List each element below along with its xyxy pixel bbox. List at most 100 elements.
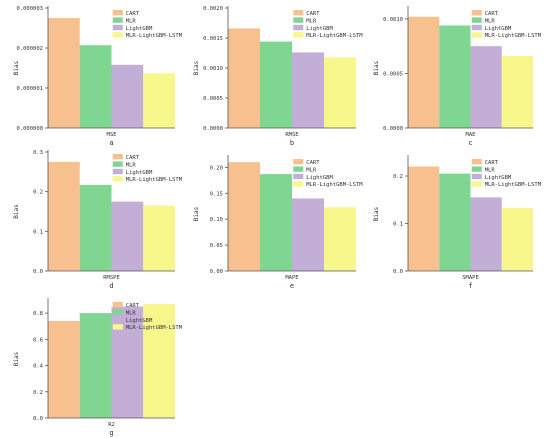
- legend-swatch-a-mlr: [112, 17, 123, 23]
- panel-label-e: e: [290, 282, 294, 290]
- bar-d-mlr: [79, 184, 112, 271]
- bar-f-mlr-lightgbm-lstm: [501, 207, 533, 271]
- legend-swatch-f-mlr-lightgbm-lstm: [471, 181, 482, 187]
- legend-swatch-g-mlr: [112, 309, 123, 315]
- legend-swatch-e-mlr: [293, 166, 304, 172]
- legend-label-a-cart: CART: [126, 11, 140, 17]
- x-axis-label-a: MSE: [107, 132, 117, 138]
- legend-label-c-lightgbm: LightGBM: [485, 26, 512, 32]
- legend-label-f-mlr-lightgbm-lstm: MLR-LightGBM-LSTM: [485, 182, 542, 188]
- legend-label-c-mlr: MLR: [485, 18, 496, 24]
- bar-c-mlr: [439, 25, 471, 129]
- y-tick-label-d: 0.2: [33, 190, 43, 196]
- legend-label-f-cart: CART: [485, 160, 499, 166]
- y-tick-label-b: 0.0020: [203, 6, 223, 12]
- bar-g-mlr-lightgbm-lstm: [143, 303, 175, 418]
- x-axis-label-e: MAPE: [285, 275, 298, 281]
- y-tick-label-g: 0.4: [33, 364, 44, 370]
- x-axis-label-f: SMAPE: [462, 275, 479, 281]
- legend-swatch-a-lightgbm: [112, 24, 123, 31]
- bar-d-lightgbm: [111, 201, 144, 271]
- bar-a-mlr-lightgbm-lstm: [143, 73, 175, 128]
- legend-label-f-mlr: MLR: [485, 167, 496, 173]
- bar-e-mlr: [260, 174, 292, 271]
- bar-a-lightgbm: [111, 64, 144, 128]
- bar-a-cart: [48, 18, 80, 128]
- y-tick-label-c: 0.0010: [383, 17, 403, 23]
- bar-b-lightgbm: [292, 52, 324, 128]
- y-tick-label-b: 0.0000: [203, 126, 223, 132]
- y-tick-label-a: 0.000000: [17, 126, 44, 132]
- panel-label-a: a: [109, 139, 113, 147]
- legend-swatch-e-lightgbm: [293, 173, 304, 180]
- y-tick-label-g: 0.2: [33, 390, 43, 396]
- legend-swatch-e-mlr-lightgbm-lstm: [293, 181, 304, 187]
- bar-e-mlr-lightgbm-lstm: [324, 207, 356, 271]
- y-tick-label-e: 0.10: [210, 217, 223, 223]
- legend-label-d-mlr-lightgbm-lstm: MLR-LightGBM-LSTM: [126, 177, 183, 183]
- y-axis-label-c: Bias: [373, 60, 380, 75]
- legend-label-d-cart: CART: [126, 155, 140, 161]
- chart-panel-a: 0.000000 0.000001 0.000002 0.000003 Bias MSEa…: [13, 6, 183, 147]
- legend-label-d-mlr: MLR: [126, 162, 137, 168]
- legend-swatch-c-lightgbm: [471, 24, 482, 31]
- legend-swatch-b-cart: [293, 10, 304, 16]
- legend-label-a-mlr-lightgbm-lstm: MLR-LightGBM-LSTM: [126, 33, 183, 39]
- y-tick-label-a: 0.000003: [17, 6, 44, 12]
- bar-c-cart: [408, 16, 440, 128]
- legend-swatch-d-lightgbm: [112, 168, 123, 175]
- y-tick-label-b: 0.0015: [203, 36, 223, 42]
- y-tick-label-d: 0.0: [33, 269, 43, 275]
- y-tick-label-e: 0.15: [210, 191, 223, 197]
- y-tick-label-b: 0.0005: [203, 96, 223, 102]
- legend-swatch-e-cart: [293, 159, 304, 165]
- legend-swatch-c-mlr-lightgbm-lstm: [471, 32, 482, 38]
- bar-c-mlr-lightgbm-lstm: [501, 56, 533, 128]
- bar-d-mlr-lightgbm-lstm: [143, 205, 175, 271]
- y-axis-label-a: Bias: [13, 60, 20, 75]
- legend-label-b-mlr: MLR: [306, 18, 317, 24]
- bar-a-mlr: [79, 45, 112, 129]
- y-axis-label-e: Bias: [193, 206, 200, 221]
- y-axis-label-b: Bias: [193, 60, 200, 75]
- y-tick-label-b: 0.0010: [203, 66, 223, 72]
- y-tick-label-a: 0.000001: [17, 86, 44, 92]
- legend-swatch-f-lightgbm: [471, 173, 482, 180]
- y-tick-label-d: 0.1: [33, 229, 43, 235]
- legend-swatch-g-mlr-lightgbm-lstm: [112, 324, 123, 330]
- y-tick-label-e: 0.00: [210, 269, 223, 275]
- legend-swatch-d-cart: [112, 154, 123, 160]
- bar-d-cart: [48, 161, 80, 271]
- x-axis-label-b: RMSE: [285, 132, 298, 138]
- legend-label-e-lightgbm: LightGBM: [306, 175, 333, 181]
- bar-f-cart: [408, 166, 440, 271]
- legend-label-c-cart: CART: [485, 11, 499, 17]
- x-axis-label-c: MAE: [466, 132, 476, 138]
- legend-swatch-d-mlr: [112, 161, 123, 167]
- legend-swatch-b-lightgbm: [293, 24, 304, 31]
- legend-label-g-cart: CART: [126, 303, 140, 309]
- bar-b-mlr: [260, 41, 292, 128]
- legend-label-a-mlr: MLR: [126, 18, 137, 24]
- panel-label-b: b: [290, 139, 294, 147]
- legend-label-a-lightgbm: LightGBM: [126, 26, 153, 32]
- legend-label-e-mlr-lightgbm-lstm: MLR-LightGBM-LSTM: [306, 182, 363, 188]
- y-tick-label-c: 0.0000: [383, 126, 403, 132]
- legend-swatch-f-mlr: [471, 166, 482, 172]
- bar-b-cart: [228, 28, 260, 128]
- legend-label-b-mlr-lightgbm-lstm: MLR-LightGBM-LSTM: [306, 33, 363, 39]
- y-tick-label-f: 0.1: [393, 222, 403, 228]
- legend-swatch-g-cart: [112, 302, 123, 308]
- bar-b-mlr-lightgbm-lstm: [324, 57, 356, 129]
- y-tick-label-a: 0.000002: [17, 46, 44, 52]
- x-axis-label-d: RMSPE: [103, 275, 120, 281]
- y-tick-label-g: 0.8: [33, 311, 43, 317]
- legend-label-e-cart: CART: [306, 160, 320, 166]
- bar-g-mlr: [79, 313, 112, 418]
- y-tick-label-e: 0.20: [210, 165, 223, 171]
- legend-label-g-mlr-lightgbm-lstm: MLR-LightGBM-LSTM: [126, 325, 183, 331]
